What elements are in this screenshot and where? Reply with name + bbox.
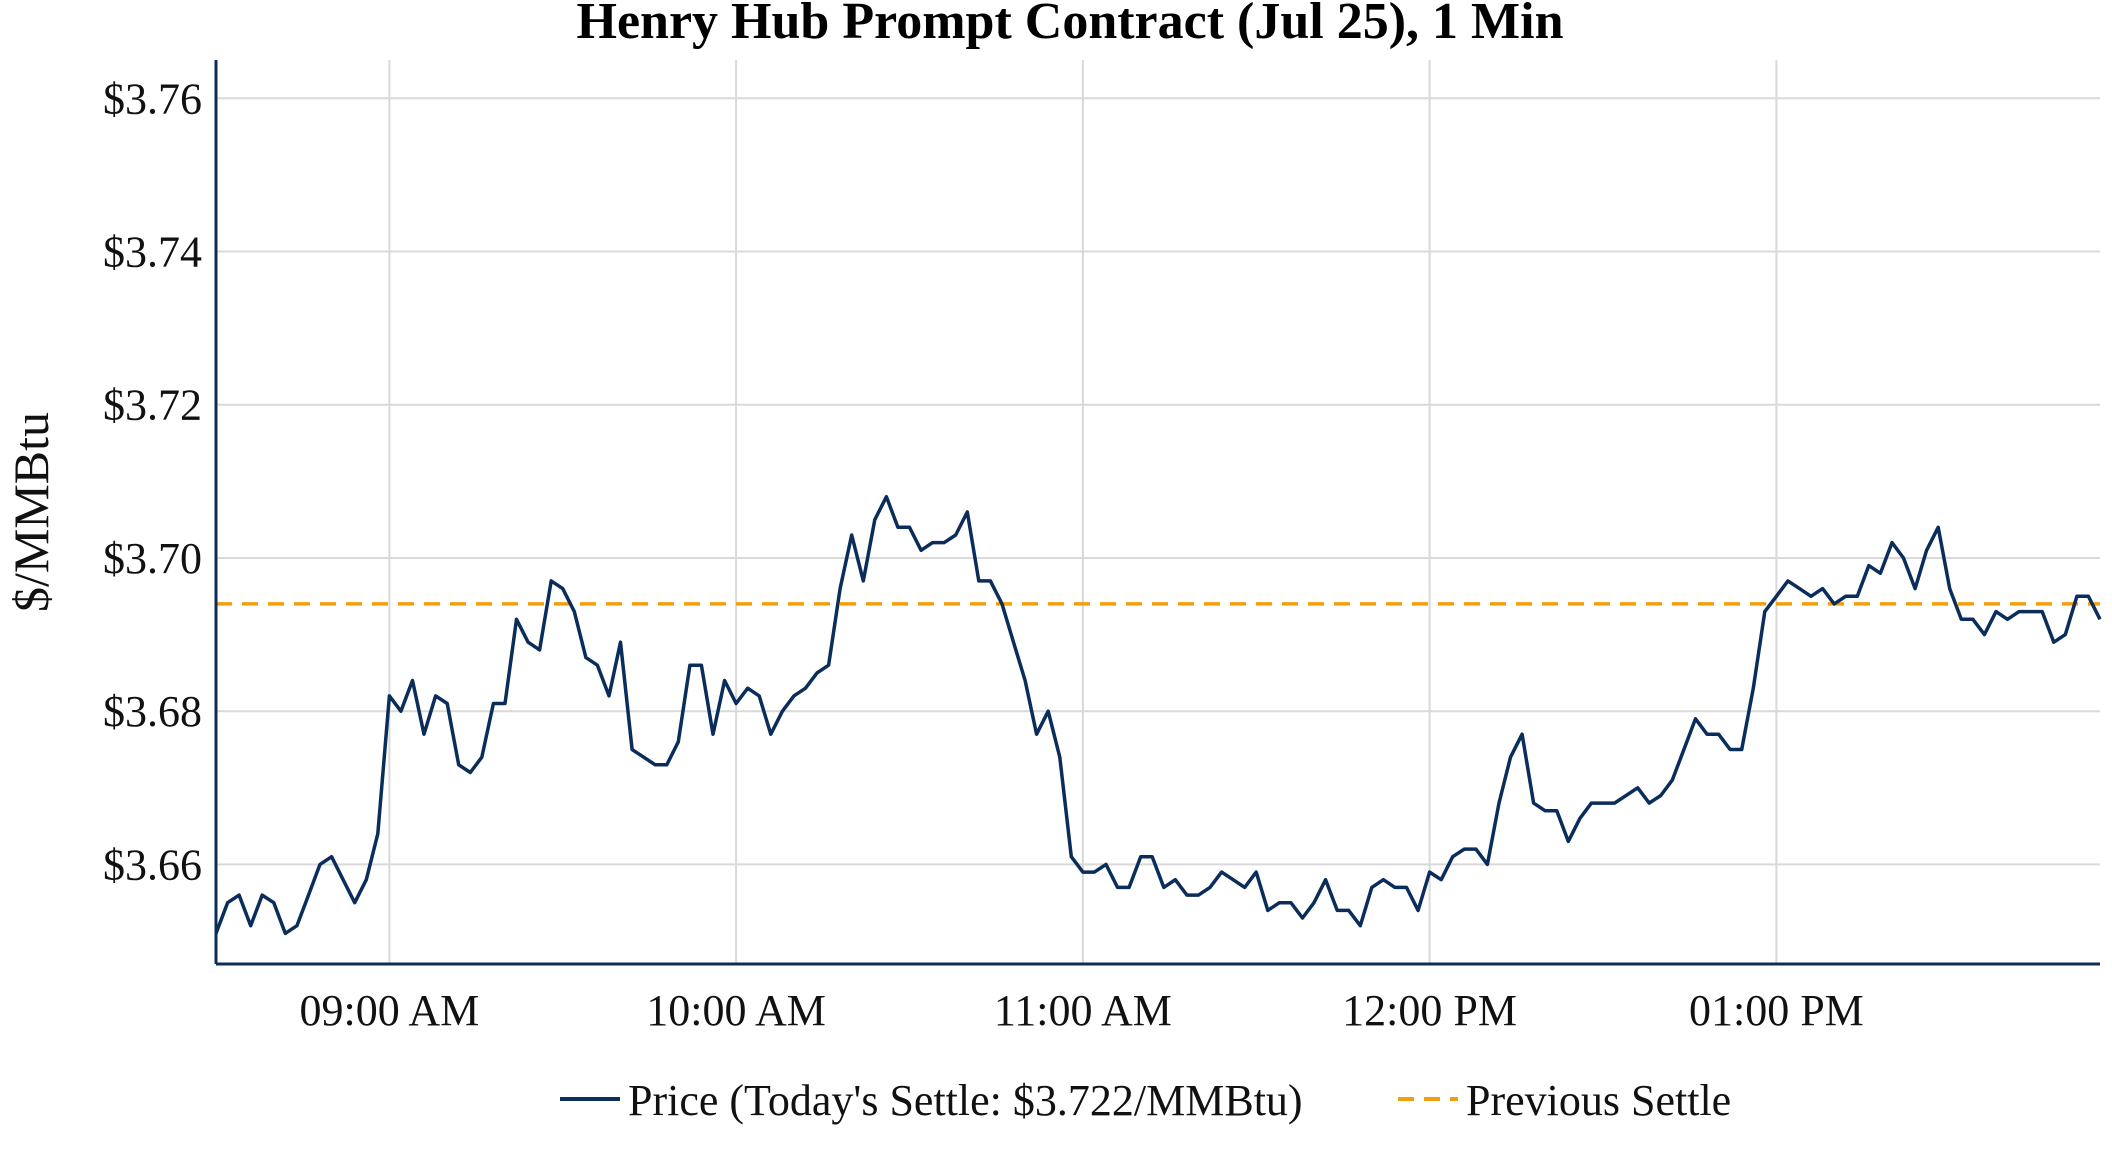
gridlines	[216, 60, 2100, 964]
y-axis-title: $/MMBtu	[3, 412, 59, 612]
x-tick-label: 10:00 AM	[646, 986, 826, 1035]
legend: Price (Today's Settle: $3.722/MMBtu) Pre…	[560, 1076, 1731, 1125]
y-tick-label: $3.66	[103, 840, 202, 889]
x-tick-labels: 09:00 AM 10:00 AM 11:00 AM 12:00 PM 01:00 PM	[300, 986, 1864, 1035]
x-tick-label: 12:00 PM	[1342, 986, 1517, 1035]
series-lines	[214, 494, 2102, 936]
y-tick-label: $3.74	[103, 228, 202, 277]
x-tick-label: 01:00 PM	[1689, 986, 1864, 1035]
y-tick-labels: $3.66 $3.68 $3.70 $3.72 $3.74 $3.76	[103, 74, 202, 889]
y-tick-label: $3.76	[103, 74, 202, 123]
x-tick-label: 11:00 AM	[994, 986, 1172, 1035]
x-tick-label: 09:00 AM	[300, 986, 480, 1035]
legend-label-previous-settle: Previous Settle	[1466, 1076, 1731, 1125]
price-series-line	[214, 494, 2102, 936]
y-tick-label: $3.68	[103, 687, 202, 736]
chart-title: Henry Hub Prompt Contract (Jul 25), 1 Mi…	[577, 0, 1564, 50]
axes	[214, 60, 2100, 966]
y-tick-label: $3.70	[103, 534, 202, 583]
legend-label-price: Price (Today's Settle: $3.722/MMBtu)	[628, 1076, 1303, 1125]
y-tick-label: $3.72	[103, 381, 202, 430]
